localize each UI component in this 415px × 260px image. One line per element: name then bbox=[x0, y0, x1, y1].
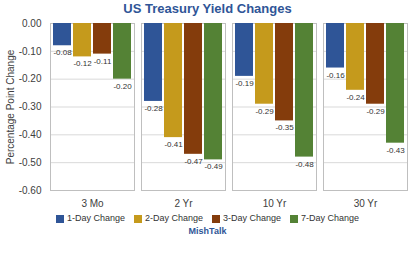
html-text:MishTalk: MishTalk bbox=[188, 226, 227, 236]
svg-text:10 Yr: 10 Yr bbox=[263, 198, 287, 209]
svg-text:0.00: 0.00 bbox=[22, 18, 42, 29]
svg-text:2 Yr: 2 Yr bbox=[174, 198, 193, 209]
svg-text:-0.49: -0.49 bbox=[204, 162, 223, 171]
svg-text:-0.10: -0.10 bbox=[19, 46, 42, 57]
html-text:2-Day Change: 2-Day Change bbox=[145, 213, 203, 223]
svg-text:-0.29: -0.29 bbox=[366, 107, 385, 116]
html-text:US Treasury Yield Changes: US Treasury Yield Changes bbox=[123, 1, 292, 16]
svg-text:-0.40: -0.40 bbox=[19, 129, 42, 140]
html-text:3-Day Change: 3-Day Change bbox=[223, 213, 281, 223]
svg-text:-0.41: -0.41 bbox=[164, 140, 183, 149]
svg-text:30 Yr: 30 Yr bbox=[354, 198, 378, 209]
svg-text:-0.11: -0.11 bbox=[94, 57, 112, 66]
svg-text:-0.28: -0.28 bbox=[144, 104, 163, 113]
svg-text:Percentage Point Change: Percentage Point Change bbox=[5, 49, 16, 164]
svg-text:-0.48: -0.48 bbox=[295, 160, 314, 169]
svg-text:-0.08: -0.08 bbox=[53, 48, 72, 57]
svg-text:-0.16: -0.16 bbox=[326, 71, 345, 80]
svg-text:-0.20: -0.20 bbox=[113, 82, 132, 91]
svg-text:-0.24: -0.24 bbox=[346, 93, 365, 102]
svg-text:-0.20: -0.20 bbox=[19, 73, 42, 84]
svg-text:-0.29: -0.29 bbox=[255, 107, 274, 116]
svg-text:-0.30: -0.30 bbox=[19, 101, 42, 112]
svg-text:3 Mo: 3 Mo bbox=[81, 198, 104, 209]
html-text:1-Day Change: 1-Day Change bbox=[66, 213, 125, 223]
svg-text:-0.43: -0.43 bbox=[386, 146, 405, 155]
svg-text:-0.50: -0.50 bbox=[19, 157, 42, 168]
svg-text:-0.60: -0.60 bbox=[19, 185, 42, 196]
html-text:7-Day Change: 7-Day Change bbox=[301, 213, 360, 223]
svg-text:-0.19: -0.19 bbox=[235, 79, 254, 88]
svg-text:-0.47: -0.47 bbox=[184, 157, 203, 166]
svg-text:-0.35: -0.35 bbox=[275, 123, 294, 132]
svg-text:-0.12: -0.12 bbox=[73, 59, 92, 68]
